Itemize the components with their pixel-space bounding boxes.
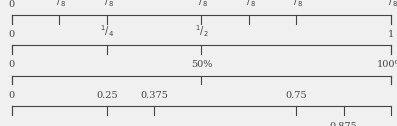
Text: $^{8}/_{8}$: $^{8}/_{8}$ (384, 0, 397, 9)
Text: $^{1}/_{4}$: $^{1}/_{4}$ (100, 23, 114, 39)
Text: 0.75: 0.75 (285, 91, 307, 100)
Text: 0.25: 0.25 (96, 91, 118, 100)
Text: 0: 0 (9, 60, 15, 69)
Text: $^{4}/_{8}$: $^{4}/_{8}$ (195, 0, 208, 9)
Text: 0: 0 (9, 30, 15, 39)
Text: 50%: 50% (191, 60, 212, 69)
Text: 0: 0 (9, 91, 15, 100)
Text: $^{1}/_{8}$: $^{1}/_{8}$ (52, 0, 66, 9)
Text: 0.875: 0.875 (330, 122, 358, 126)
Text: 1: 1 (388, 30, 394, 39)
Text: $^{1}/_{2}$: $^{1}/_{2}$ (195, 23, 208, 39)
Text: $^{6}/_{8}$: $^{6}/_{8}$ (289, 0, 303, 9)
Text: 0: 0 (9, 0, 15, 9)
Text: $^{2}/_{8}$: $^{2}/_{8}$ (100, 0, 114, 9)
Text: 0.375: 0.375 (140, 91, 168, 100)
Text: 100%: 100% (377, 60, 397, 69)
Text: $^{5}/_{8}$: $^{5}/_{8}$ (242, 0, 256, 9)
